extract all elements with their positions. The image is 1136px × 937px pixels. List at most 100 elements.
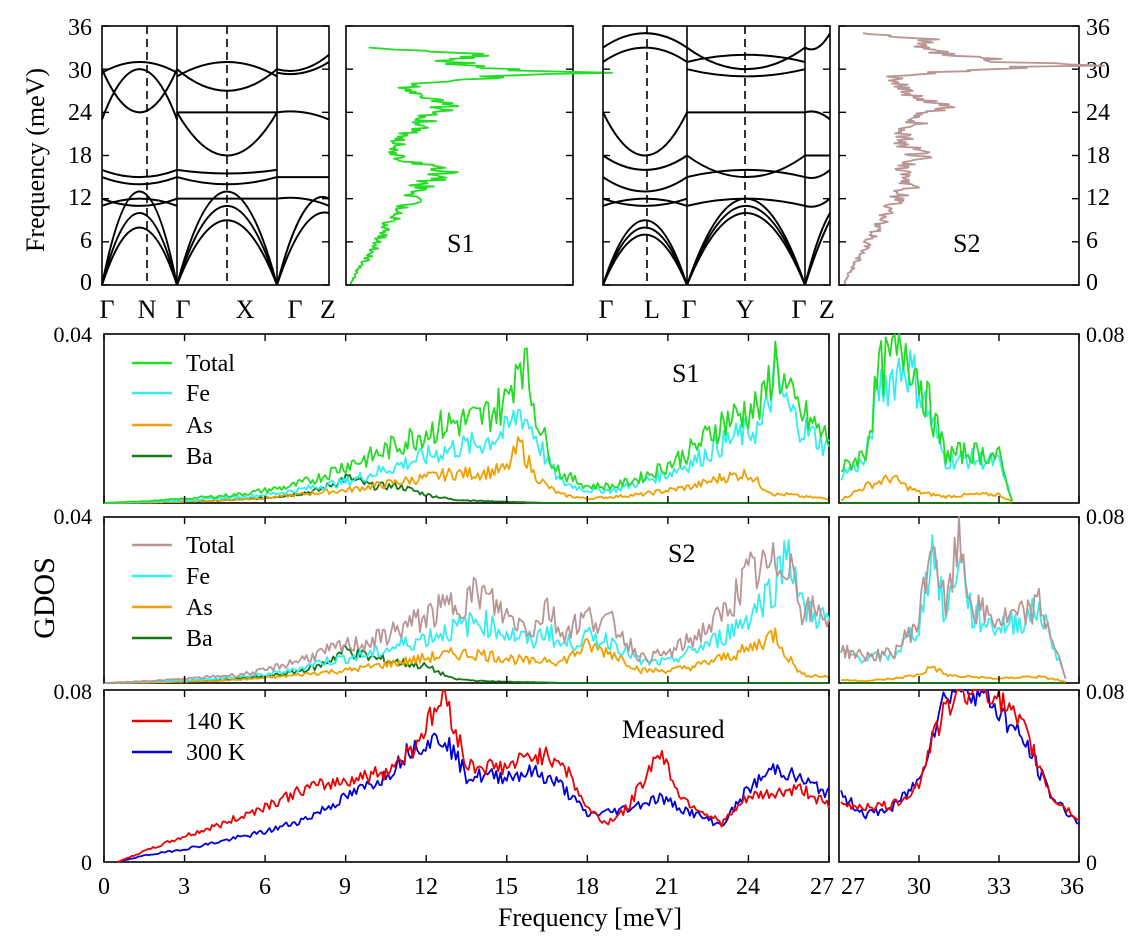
band-s2-2-6 — [804, 197, 831, 208]
band-s1-1-3 — [176, 111, 278, 157]
ytick-12: 12 — [68, 185, 92, 211]
gdos-s2-legend: Total Fe As Ba — [132, 533, 235, 652]
ytick-24: 24 — [68, 100, 92, 126]
gdos-s2-label: S2 — [668, 539, 695, 568]
xtick-12: 12 — [414, 874, 438, 900]
series-as-right — [840, 665, 1066, 683]
sym-label-n: N — [138, 295, 157, 324]
dos-s2-panel: S2 — [838, 25, 1106, 286]
xtick-0: 0 — [98, 874, 110, 900]
band-s2-0-7 — [602, 176, 688, 193]
sym-label-z-s2: Z — [819, 295, 835, 324]
band-s1-0-5 — [101, 68, 178, 120]
legend-label-fe-s1: Fe — [186, 381, 210, 407]
legend-label-140k: 140 K — [186, 709, 246, 735]
sym-label-gamma-3: Γ — [287, 295, 302, 324]
gdos-s1-left-frame — [103, 333, 830, 504]
frequency-axis-label: Frequency (meV) — [21, 68, 50, 252]
band-s1-0-0 — [101, 190, 178, 286]
dispersion-s1-frame — [101, 25, 330, 286]
sym-label-gamma-s2-1: Γ — [598, 295, 613, 324]
band-s1-0-7 — [101, 60, 178, 74]
band-s1-1-5 — [176, 176, 278, 186]
band-s2-0-0 — [602, 219, 688, 286]
measured-label: Measured — [622, 715, 725, 744]
ytick-36: 36 — [68, 15, 92, 41]
xtick-36: 36 — [1060, 874, 1084, 900]
s1-label: S1 — [447, 229, 474, 258]
series-as-left — [104, 435, 830, 504]
band-s2-0-1 — [602, 226, 688, 286]
sym-label-gamma-s2-3: Γ — [791, 295, 806, 324]
band-s2-2-2 — [804, 110, 831, 121]
left-y-ticklabels: 36 30 24 18 12 6 0 — [68, 15, 92, 296]
band-s2-0-5 — [602, 46, 688, 63]
series-total-left — [103, 542, 830, 684]
gdos-s1-curves — [103, 333, 1014, 504]
measured-ytick-left-008: 0.08 — [54, 679, 93, 704]
band-s1-2-6 — [276, 61, 330, 76]
band-s2-1-0 — [686, 197, 806, 286]
series-total-left — [103, 340, 830, 504]
legend-label-total-s1: Total — [186, 351, 235, 377]
sym-label-y: Y — [736, 295, 755, 324]
sym-label-x: X — [236, 295, 255, 324]
legend-label-ba-s1: Ba — [186, 444, 213, 470]
band-s2-2-5 — [804, 169, 831, 179]
band-s1-0-3 — [101, 197, 178, 207]
legend-label-300k: 300 K — [186, 740, 246, 766]
band-s1-0-1 — [101, 212, 178, 286]
gdos-s1-right-frame — [838, 333, 1080, 504]
band-s1-1-4 — [176, 68, 278, 92]
ytick-right-24: 24 — [1086, 100, 1110, 126]
xtick-15: 15 — [494, 874, 518, 900]
tick-marks — [102, 25, 1080, 862]
dispersion-s1-panel: Γ N Γ X Γ Z — [99, 25, 336, 324]
xtick-3: 3 — [178, 874, 190, 900]
series-fe-left — [103, 351, 830, 504]
right-y-ticklabels: 36 30 24 18 12 6 0 — [1086, 15, 1110, 296]
band-s1-0-6 — [101, 68, 178, 114]
ytick-right-30: 30 — [1086, 58, 1110, 84]
band-s2-0-9 — [602, 197, 688, 207]
xtick-9: 9 — [339, 874, 351, 900]
gdos-s1-row: 0.04 0.08 S1 Total Fe As Ba — [54, 322, 1125, 504]
xtick-30: 30 — [907, 874, 931, 900]
band-s2-2-3 — [804, 32, 831, 51]
measured-legend: 140 K 300 K — [132, 709, 246, 766]
xtick-18: 18 — [575, 874, 599, 900]
measured-ytick-left-0: 0 — [81, 850, 92, 875]
legend-label-ba-s2: Ba — [186, 626, 213, 652]
xtick-21: 21 — [655, 874, 679, 900]
band-s2-1-8 — [686, 197, 806, 207]
ytick-right-18: 18 — [1086, 143, 1110, 169]
band-s1-0-2 — [101, 226, 178, 286]
gdos-s2-left-frame — [103, 516, 830, 684]
xtick-6: 6 — [259, 874, 271, 900]
dos-s1-curve — [349, 46, 613, 286]
series-as-left — [104, 627, 830, 684]
band-s2-2-1 — [804, 219, 831, 286]
band-s2-1-9 — [686, 68, 806, 78]
band-s2-1-7 — [686, 168, 806, 179]
series-total-right — [840, 516, 1067, 680]
ytick-6: 6 — [80, 228, 92, 254]
xtick-27: 27 — [810, 874, 834, 900]
band-s1-2-0 — [276, 196, 330, 286]
gdos-s2-curves — [103, 516, 1067, 684]
band-s1-1-7 — [176, 61, 278, 78]
band-s2-1-4 — [686, 154, 806, 179]
series-300-k-left — [117, 732, 830, 863]
band-s1-0-9 — [101, 197, 178, 207]
band-s2-1-2 — [686, 212, 806, 286]
band-s2-0-3 — [602, 197, 688, 207]
band-s1-2-2 — [276, 110, 330, 121]
legend-label-as-s1: As — [186, 413, 213, 439]
gdos-s1-ytick-left: 0.04 — [54, 322, 93, 347]
band-s1-1-0 — [176, 190, 278, 286]
band-s1-0-8 — [101, 168, 178, 178]
sym-label-gamma-s2-2: Γ — [681, 295, 696, 324]
gdos-s1-ytick-right: 0.08 — [1086, 322, 1125, 347]
sym-label-z: Z — [320, 295, 336, 324]
gdos-measured-left-frame — [103, 689, 830, 863]
